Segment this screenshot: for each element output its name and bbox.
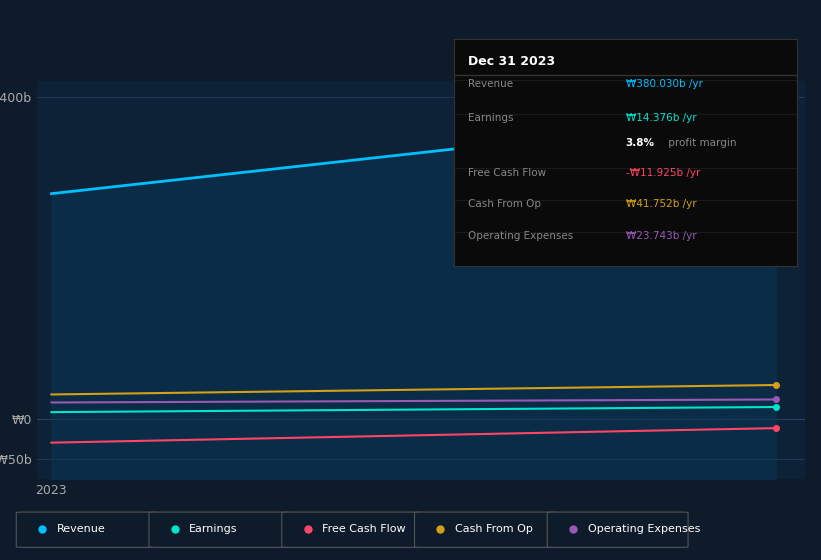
Text: Cash From Op: Cash From Op (468, 199, 541, 209)
Text: ₩14.376b /yr: ₩14.376b /yr (626, 113, 696, 123)
Text: Earnings: Earnings (468, 113, 513, 123)
Text: 3.8%: 3.8% (626, 138, 654, 148)
Text: profit margin: profit margin (665, 138, 736, 148)
Text: ₩41.752b /yr: ₩41.752b /yr (626, 199, 696, 209)
Text: -₩11.925b /yr: -₩11.925b /yr (626, 167, 700, 178)
Text: Operating Expenses: Operating Expenses (588, 524, 699, 534)
Text: Earnings: Earnings (189, 524, 238, 534)
Text: Revenue: Revenue (57, 524, 105, 534)
Text: Free Cash Flow: Free Cash Flow (468, 167, 546, 178)
FancyBboxPatch shape (548, 512, 688, 547)
FancyBboxPatch shape (149, 512, 290, 547)
Text: ₩23.743b /yr: ₩23.743b /yr (626, 231, 696, 241)
FancyBboxPatch shape (282, 512, 423, 547)
FancyBboxPatch shape (415, 512, 555, 547)
Text: Free Cash Flow: Free Cash Flow (322, 524, 406, 534)
Text: Revenue: Revenue (468, 79, 513, 89)
FancyBboxPatch shape (16, 512, 157, 547)
Text: ₩380.030b /yr: ₩380.030b /yr (626, 79, 703, 89)
Text: Operating Expenses: Operating Expenses (468, 231, 573, 241)
Text: Cash From Op: Cash From Op (455, 524, 533, 534)
Text: Dec 31 2023: Dec 31 2023 (468, 55, 555, 68)
